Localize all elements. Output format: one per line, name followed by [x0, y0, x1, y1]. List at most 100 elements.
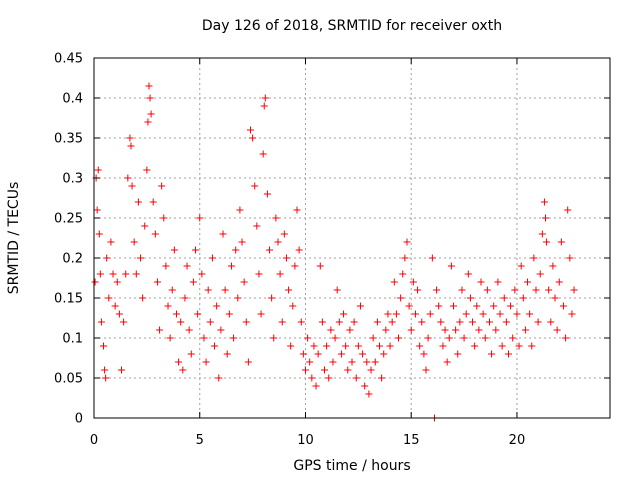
- data-point: [373, 318, 381, 326]
- data-point: [570, 286, 578, 294]
- data-point: [206, 318, 214, 326]
- grid-lines: [94, 58, 610, 418]
- data-point: [466, 294, 474, 302]
- data-point: [460, 334, 468, 342]
- data-point: [397, 294, 405, 302]
- data-point: [285, 286, 293, 294]
- data-point: [411, 310, 419, 318]
- data-point: [380, 350, 388, 358]
- data-point: [109, 270, 117, 278]
- data-point: [428, 254, 436, 262]
- data-point: [346, 326, 354, 334]
- data-point: [555, 278, 563, 286]
- data-point: [422, 366, 430, 374]
- data-point: [282, 254, 290, 262]
- data-point: [215, 374, 223, 382]
- data-point: [230, 334, 238, 342]
- data-point: [407, 326, 415, 334]
- data-point: [399, 270, 407, 278]
- data-point: [564, 206, 572, 214]
- data-point: [102, 374, 110, 382]
- data-point: [312, 382, 320, 390]
- y-axis-label: SRMTID / TECUs: [6, 182, 22, 295]
- data-point: [105, 294, 113, 302]
- data-point: [270, 334, 278, 342]
- data-point: [416, 342, 424, 350]
- data-point: [200, 334, 208, 342]
- data-point: [540, 198, 548, 206]
- data-point: [532, 286, 540, 294]
- data-point: [526, 310, 534, 318]
- data-point: [156, 326, 164, 334]
- data-point: [333, 286, 341, 294]
- data-point: [259, 150, 267, 158]
- data-point: [249, 134, 257, 142]
- data-point: [291, 262, 299, 270]
- data-point: [441, 326, 449, 334]
- data-point: [158, 182, 166, 190]
- y-tick-label: 0.35: [54, 132, 83, 147]
- data-point: [276, 270, 284, 278]
- data-point: [420, 350, 428, 358]
- data-point: [386, 342, 394, 350]
- data-point: [107, 238, 115, 246]
- data-point: [181, 294, 189, 302]
- data-point: [179, 366, 187, 374]
- data-point: [166, 334, 174, 342]
- data-point: [483, 286, 491, 294]
- data-point: [488, 350, 496, 358]
- data-point: [542, 214, 549, 222]
- data-point: [507, 302, 515, 310]
- chart-title: Day 126 of 2018, SRMTID for receiver oxt…: [202, 18, 502, 34]
- data-point: [141, 222, 149, 230]
- data-point: [266, 246, 274, 254]
- data-point: [143, 166, 151, 174]
- data-point: [424, 334, 432, 342]
- data-point: [405, 302, 413, 310]
- data-point: [318, 318, 326, 326]
- data-point: [187, 350, 195, 358]
- data-point: [93, 206, 101, 214]
- data-point: [342, 342, 350, 350]
- data-point: [388, 318, 396, 326]
- data-point: [325, 374, 333, 382]
- data-point: [443, 358, 451, 366]
- data-point: [272, 214, 280, 222]
- data-point: [494, 278, 502, 286]
- data-point: [534, 318, 542, 326]
- data-point: [437, 318, 445, 326]
- data-point: [365, 390, 373, 398]
- data-point: [401, 254, 409, 262]
- data-point: [475, 326, 483, 334]
- data-point: [168, 286, 176, 294]
- data-point: [439, 342, 447, 350]
- data-point: [485, 318, 493, 326]
- data-point: [321, 366, 329, 374]
- data-point: [500, 294, 508, 302]
- data-point: [350, 318, 358, 326]
- data-point: [227, 262, 235, 270]
- data-point: [287, 342, 295, 350]
- data-point: [274, 238, 282, 246]
- data-point: [369, 334, 377, 342]
- data-point: [223, 350, 231, 358]
- data-point: [103, 254, 111, 262]
- data-point: [127, 142, 135, 150]
- data-point: [492, 326, 500, 334]
- data-point: [562, 334, 570, 342]
- y-tick-label: 0.15: [54, 292, 83, 307]
- data-point: [371, 358, 379, 366]
- data-point: [517, 262, 525, 270]
- data-point: [144, 118, 152, 126]
- data-point: [335, 318, 343, 326]
- data-point: [96, 270, 104, 278]
- data-point: [464, 270, 472, 278]
- data-point: [452, 326, 460, 334]
- data-point: [513, 310, 521, 318]
- data-point: [301, 366, 309, 374]
- data-point: [196, 214, 204, 222]
- data-point: [450, 302, 458, 310]
- data-point: [403, 238, 411, 246]
- data-point: [348, 358, 356, 366]
